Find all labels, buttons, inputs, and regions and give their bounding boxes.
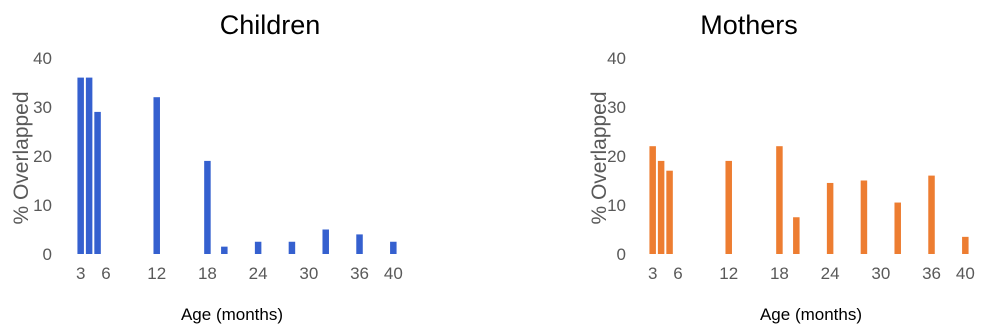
chart-2-x-tick: 24 [821, 264, 840, 283]
chart-1-bar [390, 241, 397, 254]
chart-2-x-tick: 12 [719, 264, 738, 283]
chart-1-x-tick: 18 [198, 264, 217, 283]
chart-2-y-tick: 30 [607, 98, 626, 117]
chart-2-bar [962, 236, 969, 254]
chart-2-y-axis-label: % Overlapped [588, 91, 611, 224]
chart-1-bar [153, 97, 160, 254]
chart-1-bar [254, 241, 262, 254]
chart-1-x-tick: 3 [76, 264, 85, 283]
chart-2-x-axis-label: Age (months) [760, 305, 862, 324]
chart-2-x-tick: 30 [871, 264, 890, 283]
chart-1-bar [221, 246, 228, 254]
chart-2-x-tick: 3 [648, 264, 657, 283]
chart-1-x-tick: 24 [249, 264, 268, 283]
chart-2-bar [860, 180, 868, 254]
chart-1-y-tick: 10 [33, 196, 52, 215]
chart-2-bar [725, 160, 732, 254]
chart-2-x-tick: 40 [956, 264, 975, 283]
chart-1-y-axis-label: % Overlapped [10, 91, 33, 224]
chart-1-x-tick: 40 [384, 264, 403, 283]
chart-1-title: Children [220, 10, 321, 40]
chart-2-bar [649, 146, 656, 254]
chart-2-y-tick: 0 [617, 245, 626, 264]
chart-1-x-axis-label: Age (months) [181, 305, 283, 324]
chart-1-bar [204, 160, 211, 254]
chart-2-x-tick: 6 [673, 264, 682, 283]
chart-1-x-tick: 30 [299, 264, 318, 283]
chart-2-x-tick: 18 [770, 264, 789, 283]
chart-2-bar [793, 217, 800, 254]
chart-2-bar [894, 202, 901, 254]
chart-1-y-tick: 20 [33, 147, 52, 166]
chart-1-x-tick: 6 [101, 264, 110, 283]
chart-1-y-tick: 0 [43, 245, 52, 264]
chart-1-x-tick: 36 [350, 264, 369, 283]
chart-1-bar [356, 234, 363, 254]
chart-1-bar [77, 77, 84, 254]
chart-2-title: Mothers [700, 10, 798, 40]
chart-1-x-tick: 12 [147, 264, 166, 283]
chart-2-x-tick: 36 [922, 264, 941, 283]
chart-2-y-tick: 10 [607, 196, 626, 215]
chart-1-bar [85, 77, 93, 254]
chart-2-bar [928, 175, 935, 254]
chart-2-bar [666, 170, 673, 254]
chart-1-bar [322, 229, 329, 254]
chart-2-y-tick: 20 [607, 147, 626, 166]
chart-1-y-tick: 40 [33, 49, 52, 68]
chart-2-bar [826, 182, 834, 254]
chart-2-bar [657, 160, 665, 254]
chart-2-bar [776, 146, 783, 254]
chart-1-bar [288, 241, 296, 254]
chart-1-bar [94, 111, 101, 255]
chart-1-y-tick: 30 [33, 98, 52, 117]
chart-2-y-tick: 40 [607, 49, 626, 68]
